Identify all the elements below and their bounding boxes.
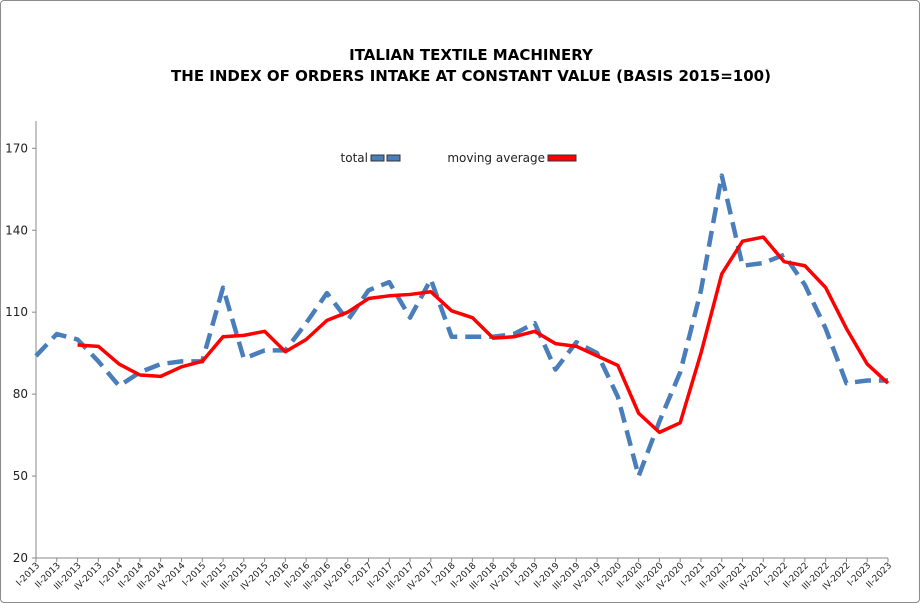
legend-swatch [386, 154, 401, 162]
chart-title: ITALIAN TEXTILE MACHINERY [349, 46, 594, 64]
y-tick-label: 170 [5, 141, 28, 155]
y-tick-label: 50 [13, 469, 28, 483]
series-line [77, 235, 890, 435]
y-tick-label: 20 [13, 551, 28, 565]
y-tick-label: 110 [5, 305, 28, 319]
chart-subtitle: THE INDEX OF ORDERS INTAKE AT CONSTANT V… [171, 67, 771, 85]
y-tick-label: 80 [13, 387, 28, 401]
legend-label: total [341, 151, 368, 165]
y-tick-label: 140 [5, 223, 28, 237]
legend-swatch [547, 154, 577, 162]
legend-label: moving average [447, 151, 545, 165]
series-line [34, 173, 888, 479]
legend-swatch [370, 154, 385, 162]
